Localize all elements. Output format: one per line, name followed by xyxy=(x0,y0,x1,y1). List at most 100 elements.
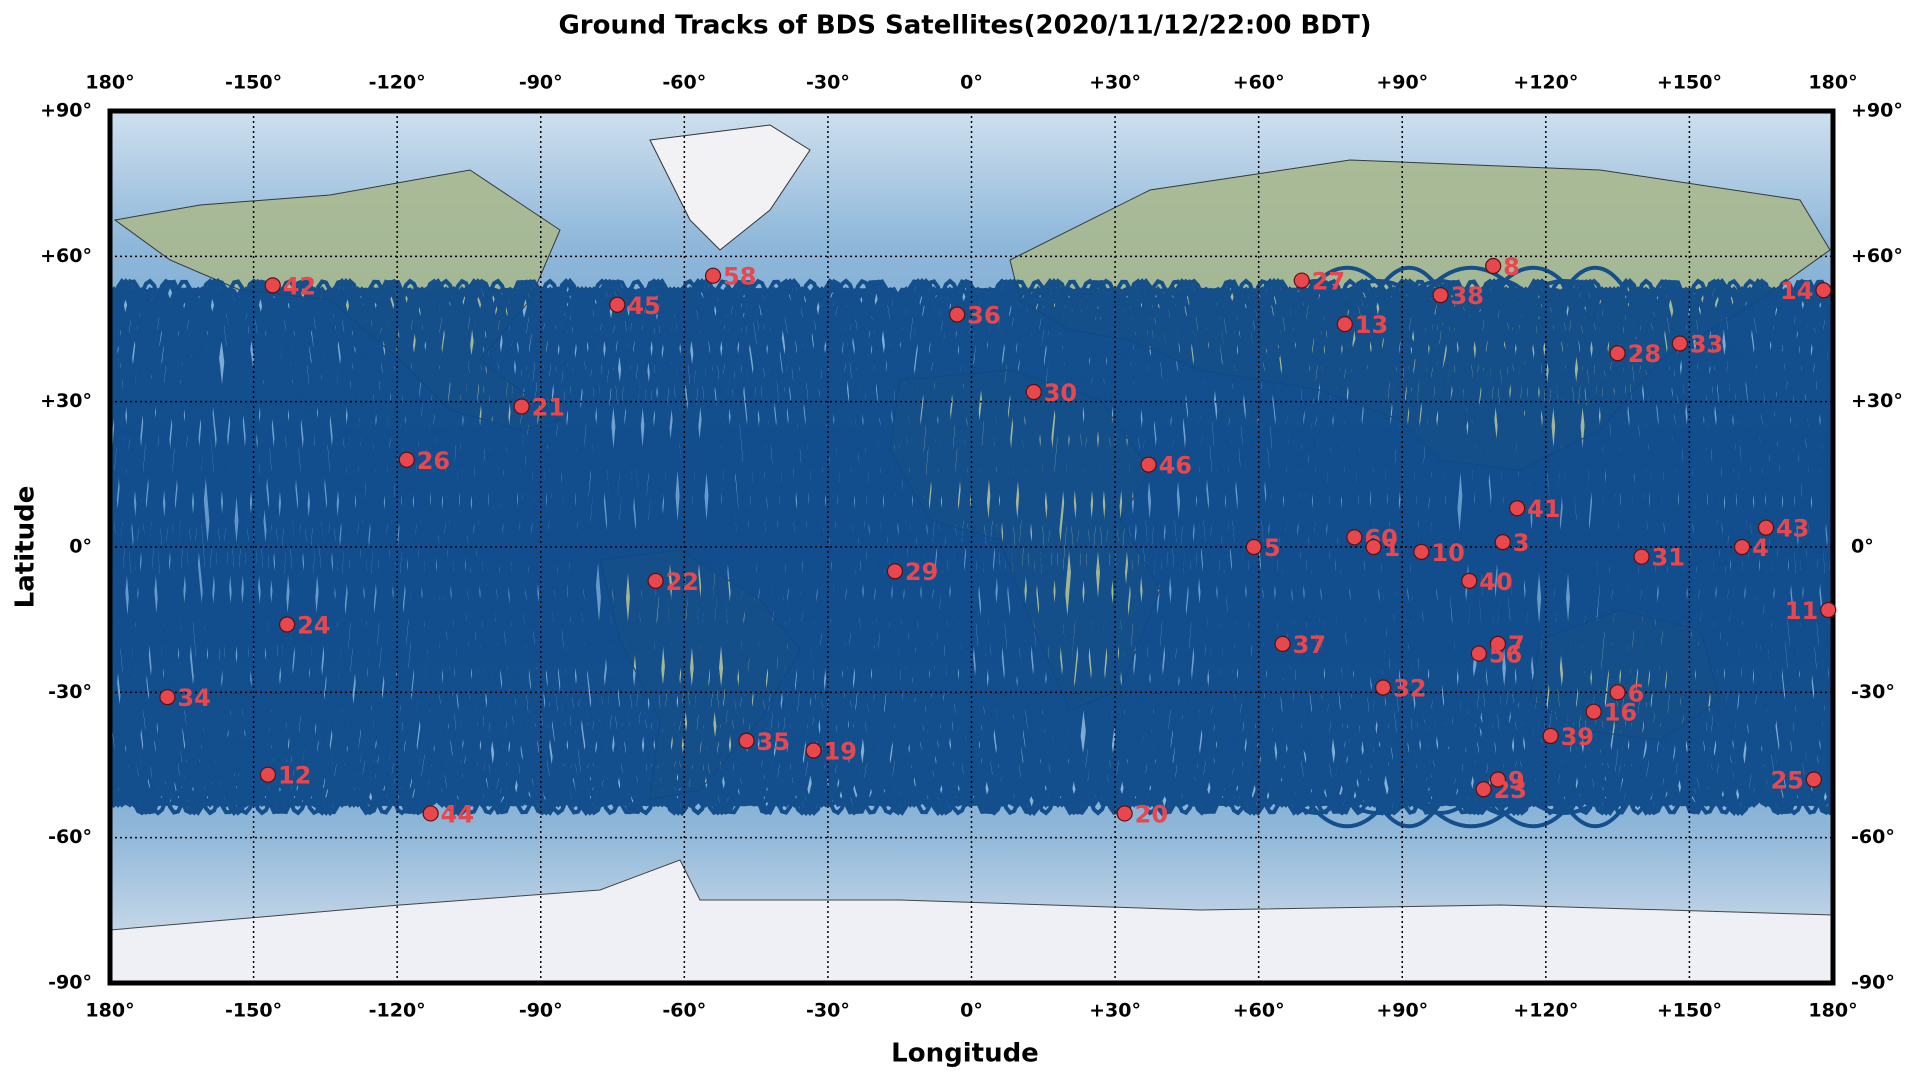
satellite-label: 34 xyxy=(177,684,210,712)
satellite-point xyxy=(949,306,966,323)
x-tick-label: -150° xyxy=(225,72,282,94)
satellite-label: 7 xyxy=(1508,631,1525,659)
satellite-point xyxy=(738,732,755,749)
satellite-label: 30 xyxy=(1044,379,1077,407)
satellite-point xyxy=(1375,679,1392,696)
satellite-point xyxy=(159,689,176,706)
satellite-label: 28 xyxy=(1628,340,1661,368)
y-tick-label: +90° xyxy=(40,100,92,122)
satellite-label: 9 xyxy=(1508,767,1525,795)
satellite-point xyxy=(264,277,281,294)
satellite-label: 16 xyxy=(1604,699,1637,727)
ground-tracks xyxy=(110,265,1833,829)
x-tick-label: +90° xyxy=(1376,72,1428,94)
satellite-point xyxy=(609,296,626,313)
ground-track xyxy=(110,278,1833,816)
satellite-point xyxy=(398,451,415,468)
satellite-label: 37 xyxy=(1293,631,1326,659)
x-tick-label: 180° xyxy=(1808,1000,1857,1022)
satellite-point xyxy=(259,766,277,783)
satellite-point xyxy=(1475,781,1492,798)
satellite-point xyxy=(1733,538,1751,556)
satellite-point xyxy=(1274,635,1291,652)
satellite-point xyxy=(278,616,296,633)
satellite-point xyxy=(1757,519,1775,536)
satellite-label: 6 xyxy=(1628,679,1645,707)
satellite-label: 40 xyxy=(1479,568,1512,596)
ground-track xyxy=(110,286,1833,808)
satellite-point xyxy=(1413,543,1430,560)
satellite-point xyxy=(1609,684,1626,701)
plot-border xyxy=(107,108,1836,986)
satellite-label: 4 xyxy=(1752,534,1769,562)
y-tick-label: +60° xyxy=(1851,245,1903,267)
ground-track xyxy=(1357,265,1586,829)
x-tick-label: 180° xyxy=(1808,72,1857,94)
satellite-label: 8 xyxy=(1503,253,1520,281)
satellite-point xyxy=(1489,771,1507,788)
satellite-point xyxy=(1489,635,1507,652)
x-tick-label: -120° xyxy=(369,1000,426,1022)
satellite-point xyxy=(1025,383,1042,401)
satellite-label: 36 xyxy=(967,301,1000,329)
x-tick-label: -150° xyxy=(225,1000,282,1022)
satellite-label: 29 xyxy=(905,558,938,586)
satellite-label: 27 xyxy=(1312,268,1345,296)
satellite-label: 22 xyxy=(666,568,699,596)
satellite-label: 56 xyxy=(1489,641,1522,669)
x-tick-label: -60° xyxy=(662,1000,706,1022)
satellite-point xyxy=(1671,335,1688,352)
ground-track xyxy=(1436,265,1630,829)
satellite-label: 14 xyxy=(1780,277,1813,305)
greenland xyxy=(649,124,811,251)
satellite-label: 42 xyxy=(283,272,316,300)
satellite-label: 20 xyxy=(1135,800,1168,828)
x-tick-label: +30° xyxy=(1089,1000,1141,1022)
x-tick-label: -90° xyxy=(519,72,563,94)
satellite-label: 3 xyxy=(1513,529,1530,557)
satellite-label: 31 xyxy=(1652,544,1685,572)
satellite-label: 13 xyxy=(1355,311,1388,339)
satellite-point xyxy=(1245,538,1262,556)
satellite-point xyxy=(1820,601,1837,619)
y-tick-label: -60° xyxy=(1851,826,1895,848)
satellite-point xyxy=(1609,345,1626,362)
satellite-label: 58 xyxy=(723,263,756,291)
satellite-point xyxy=(1470,645,1487,662)
satellite-point xyxy=(1494,534,1511,551)
satellite-label: 45 xyxy=(627,292,660,320)
x-tick-label: +60° xyxy=(1233,72,1285,94)
satellite-label: 33 xyxy=(1690,331,1723,359)
satellite-point xyxy=(1815,282,1832,299)
x-tick-label: +120° xyxy=(1513,1000,1578,1022)
satellite-point xyxy=(1293,272,1310,289)
x-tick-label: +90° xyxy=(1376,1000,1428,1022)
x-tick-label: +150° xyxy=(1657,72,1722,94)
satellite-label: 23 xyxy=(1494,776,1527,804)
satellite-label: 21 xyxy=(532,394,565,422)
x-tick-label: +120° xyxy=(1513,72,1578,94)
x-tick-label: -30° xyxy=(806,1000,850,1022)
ground-track xyxy=(110,286,1833,808)
ground-track xyxy=(1515,265,1675,829)
ground-track xyxy=(110,285,1833,809)
satellite-point xyxy=(1116,805,1133,822)
satellite-label: 12 xyxy=(278,762,311,790)
satellite-label: 19 xyxy=(824,737,857,765)
x-tick-label: 180° xyxy=(85,72,134,94)
satellite-point xyxy=(704,267,722,284)
satellite-point xyxy=(422,805,439,822)
satellite-point xyxy=(1485,257,1502,275)
satellite-label: 26 xyxy=(417,447,450,475)
satellite-label: 11 xyxy=(1785,597,1818,625)
ground-track xyxy=(110,278,1833,817)
satellite-point xyxy=(805,742,822,759)
y-axis-label: Latitude xyxy=(11,486,41,609)
satellite-label: 44 xyxy=(441,800,474,828)
satellite-point xyxy=(1432,286,1449,304)
satellite-label: 24 xyxy=(297,612,330,640)
y-tick-label: -90° xyxy=(48,972,92,994)
satellite-label: 1 xyxy=(1384,534,1401,562)
